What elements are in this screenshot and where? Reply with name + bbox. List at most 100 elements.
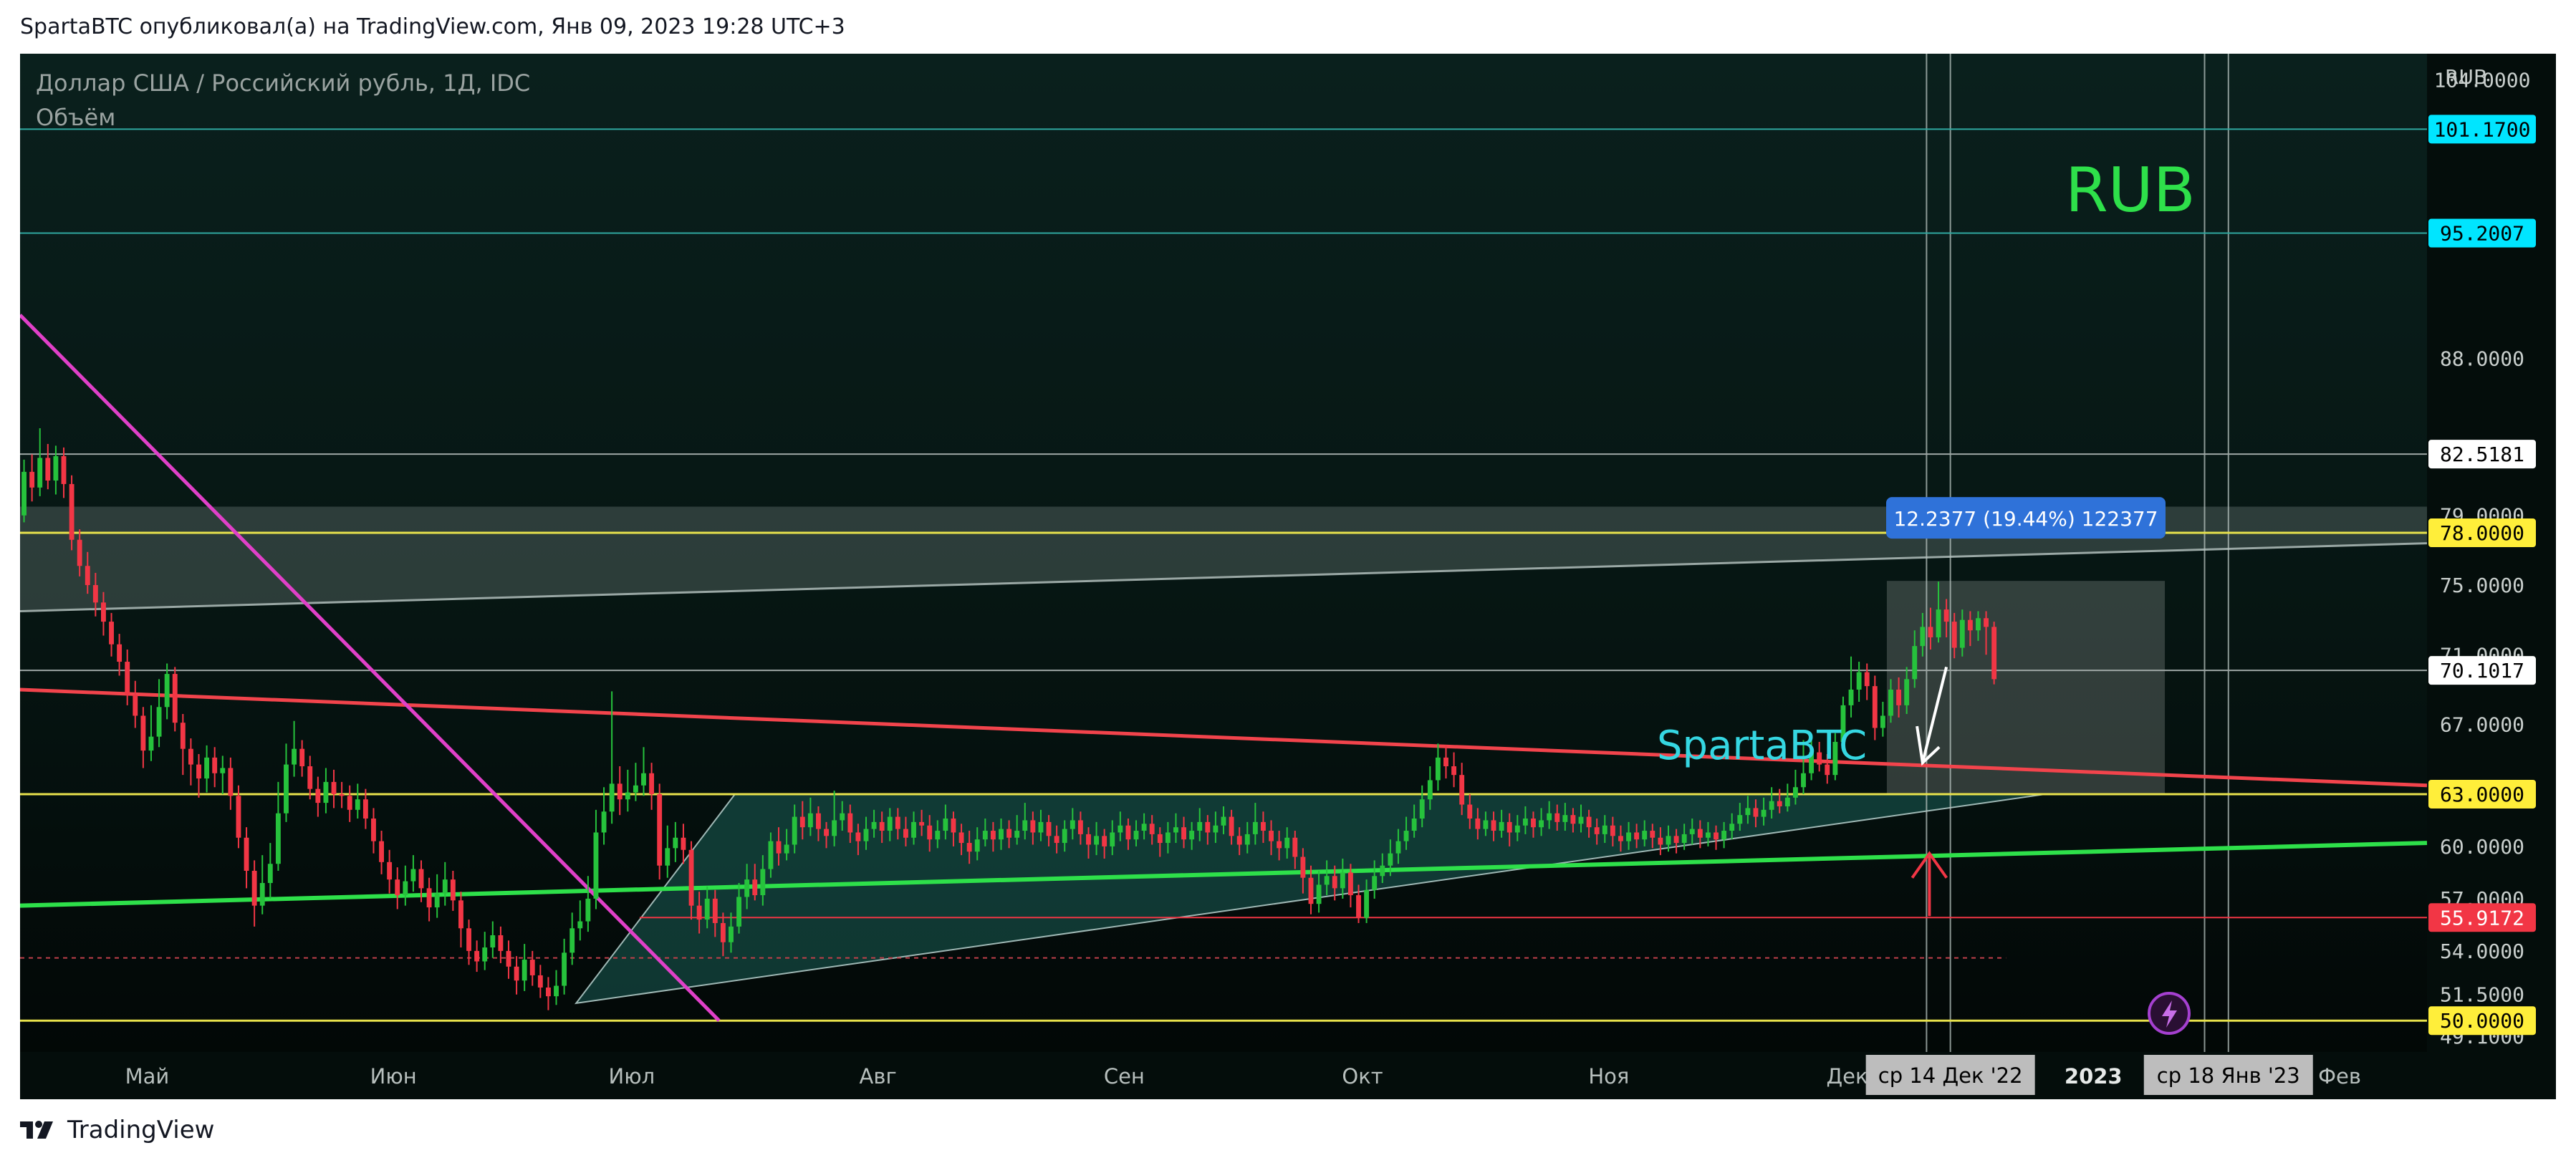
candle-body-102 — [832, 820, 837, 836]
candle-body-12 — [117, 644, 122, 662]
candle-body-204 — [1642, 831, 1648, 840]
candle-body-186 — [1499, 821, 1504, 831]
candle-body-75 — [617, 783, 623, 800]
x-label-4: Сен — [1104, 1064, 1145, 1089]
candle-body-37 — [315, 788, 321, 803]
tradingview-footer[interactable]: TradingView — [20, 1116, 214, 1144]
candle-body-113 — [919, 821, 925, 826]
candle-body-114 — [927, 825, 933, 840]
candle-body-242 — [1943, 609, 1949, 622]
candle-body-216 — [1737, 815, 1743, 824]
candle-body-25 — [220, 768, 226, 773]
candle-body-222 — [1784, 797, 1790, 806]
candle-body-163 — [1316, 884, 1322, 904]
candles — [21, 428, 1997, 1010]
candle-body-136 — [1102, 836, 1107, 846]
candle-body-219 — [1761, 809, 1767, 817]
candle-body-178 — [1435, 757, 1441, 781]
candle-body-97 — [792, 816, 797, 845]
candle-body-26 — [228, 768, 234, 796]
candle-body-11 — [109, 622, 114, 645]
candle-body-177 — [1427, 780, 1433, 800]
watermark-spartabtc: SpartaBTC — [1657, 723, 1867, 769]
candle-body-6 — [69, 483, 75, 540]
date-badge-1: ср 18 Янв '23 — [2157, 1063, 2300, 1088]
candle-body-7 — [77, 539, 82, 566]
candle-body-52 — [434, 893, 440, 908]
candle-body-56 — [466, 928, 471, 951]
candle-body-247 — [1984, 618, 1989, 627]
candle-body-146 — [1181, 827, 1186, 840]
candle-body-35 — [299, 748, 305, 767]
candle-body-194 — [1562, 815, 1568, 822]
candle-body-86 — [704, 898, 710, 920]
x-label-8: 2023 — [2065, 1064, 2123, 1089]
candle-body-99 — [807, 813, 813, 828]
candle-body-133 — [1077, 820, 1083, 834]
candle-body-226 — [1817, 752, 1822, 765]
chart[interactable]: 12.2377 (19.44%) 122377 Доллар США / Рос… — [20, 54, 2556, 1099]
candle-body-176 — [1419, 799, 1425, 819]
candle-body-9 — [92, 585, 98, 603]
candle-body-59 — [490, 935, 496, 948]
candle-body-50 — [418, 869, 424, 889]
white-arrow-head — [1916, 725, 1941, 766]
candle-body-107 — [871, 821, 877, 829]
candle-body-28 — [244, 837, 249, 871]
candle-body-148 — [1197, 821, 1203, 831]
candle-body-167 — [1347, 872, 1353, 896]
annotations: 12.2377 (19.44%) 122377 — [1886, 497, 2166, 917]
candle-body-117 — [951, 819, 956, 833]
candle-body-142 — [1149, 824, 1155, 834]
candle-body-65 — [537, 975, 543, 988]
candle-body-233 — [1872, 686, 1878, 728]
candle-body-57 — [474, 950, 480, 962]
candle-body-144 — [1165, 832, 1171, 844]
candle-body-184 — [1483, 820, 1489, 829]
candle-body-2 — [37, 458, 43, 488]
candle-body-203 — [1634, 832, 1640, 840]
candle-body-162 — [1308, 877, 1314, 904]
candle-body-159 — [1284, 837, 1290, 849]
candle-body-240 — [1928, 627, 1933, 637]
candle-body-187 — [1506, 821, 1512, 833]
candle-body-93 — [760, 869, 766, 896]
x-label-0: Май — [125, 1064, 170, 1089]
candle-body-207 — [1666, 836, 1671, 845]
candle-body-211 — [1697, 829, 1703, 838]
candle-body-119 — [966, 843, 972, 852]
candle-body-44 — [371, 819, 376, 841]
candle-body-217 — [1745, 808, 1751, 816]
candle-body-89 — [729, 926, 734, 942]
candle-body-81 — [665, 848, 671, 866]
candle-body-31 — [267, 864, 273, 884]
candle-body-157 — [1269, 831, 1274, 841]
candle-body-206 — [1658, 837, 1663, 845]
candle-body-198 — [1594, 827, 1600, 834]
candle-body-4 — [53, 455, 59, 481]
candle-body-241 — [1936, 609, 1941, 637]
candle-body-100 — [816, 813, 821, 829]
date-badge-bg-1 — [2143, 1055, 2313, 1095]
candle-body-234 — [1880, 715, 1885, 728]
candle-body-67 — [554, 985, 559, 997]
candle-body-23 — [204, 757, 210, 779]
time-axis: Май Июн Июл Авг Сен Окт Ноя Дек 2023 Фев ср 14 Дек… — [125, 1055, 2361, 1095]
price-level-label-bg-7 — [2428, 1006, 2536, 1036]
price-level-label-bg-1 — [2428, 218, 2536, 248]
date-badge-bg-0 — [1865, 1055, 2035, 1095]
candle-body-165 — [1332, 876, 1337, 889]
candle-body-132 — [1070, 820, 1075, 829]
measure-box — [1886, 581, 2166, 794]
candle-body-196 — [1578, 816, 1584, 824]
candle-body-103 — [840, 813, 845, 821]
symbol-label: Доллар США / Российский рубль, 1Д, IDC — [36, 69, 530, 97]
candle-body-210 — [1689, 829, 1695, 834]
replay-button[interactable] — [2148, 992, 2191, 1035]
candle-body-123 — [999, 829, 1004, 840]
price-levels — [20, 54, 2427, 1052]
candle-body-129 — [1046, 821, 1052, 836]
candle-body-138 — [1118, 825, 1123, 833]
candle-body-231 — [1856, 672, 1862, 690]
candle-body-200 — [1610, 825, 1615, 836]
